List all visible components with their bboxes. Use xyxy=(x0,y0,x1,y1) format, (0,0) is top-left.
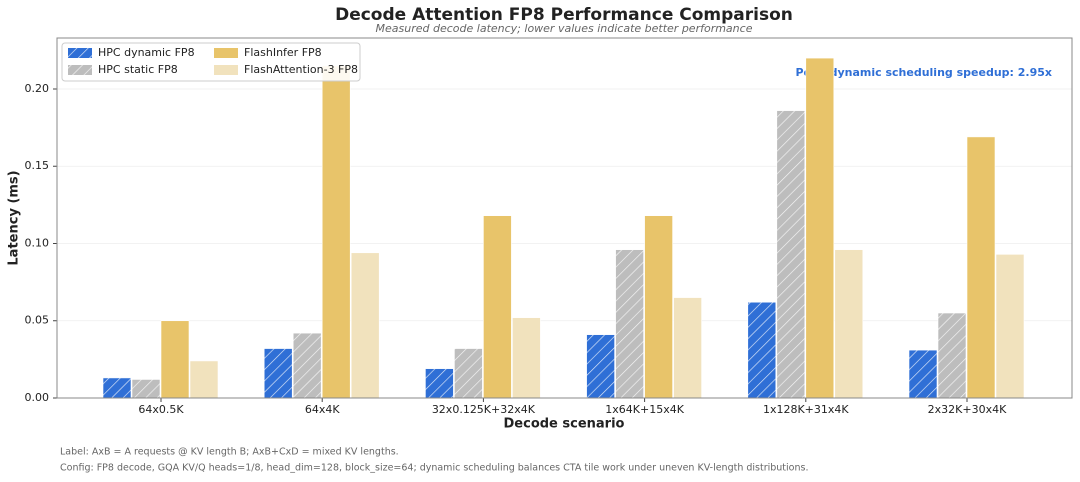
x-tick-label: 1x128K+31x4K xyxy=(763,403,849,416)
bar-hatch xyxy=(454,348,483,398)
bar xyxy=(834,249,864,399)
footnote: Config: FP8 decode, GQA KV/Q heads=1/8, … xyxy=(60,463,808,474)
bar-hatch xyxy=(293,333,322,398)
y-tick-label: 0.10 xyxy=(25,236,50,249)
bar xyxy=(160,320,190,399)
bar xyxy=(644,215,673,399)
y-tick-label: 0.15 xyxy=(25,159,50,172)
bar xyxy=(805,57,835,399)
chart-title: Decode Attention FP8 Performance Compari… xyxy=(335,5,793,25)
bar xyxy=(966,136,996,399)
y-axis-label: Latency (ms) xyxy=(7,170,22,265)
bar-hatch xyxy=(103,377,131,398)
bar-hatch xyxy=(747,302,776,398)
legend-swatch xyxy=(214,48,238,58)
legend-label: HPC static FP8 xyxy=(98,63,178,76)
plot-frame xyxy=(56,37,1073,399)
bar xyxy=(189,360,219,399)
x-tick-label: 1x64K+15x4K xyxy=(605,403,684,416)
footnote: Label: AxB = A requests @ KV length B; A… xyxy=(60,447,399,458)
legend-box xyxy=(61,42,361,82)
y-tick-label: 0.00 xyxy=(25,391,50,404)
x-axis-label: Decode scenario xyxy=(504,417,625,432)
legend-label: FlashAttention-3 FP8 xyxy=(244,63,358,76)
bar-hatch xyxy=(938,313,966,398)
bar-hatch xyxy=(586,334,615,398)
bar xyxy=(350,252,380,399)
legend-swatch xyxy=(214,65,238,75)
bar-hatch xyxy=(615,249,644,398)
legend-label: FlashInfer FP8 xyxy=(244,46,322,59)
bar-hatch xyxy=(776,110,805,398)
x-tick-label: 32x0.125K+32x4K xyxy=(432,403,536,416)
legend-swatch-hatch xyxy=(68,48,92,58)
chart-subtitle: Measured decode latency; lower values in… xyxy=(376,22,753,35)
bar xyxy=(483,215,512,399)
x-tick-label: 2x32K+30x4K xyxy=(928,403,1007,416)
y-tick-label: 0.05 xyxy=(25,314,50,327)
bar-hatch xyxy=(425,368,454,398)
bar-hatch xyxy=(909,350,937,398)
bar xyxy=(321,65,351,399)
bar xyxy=(995,254,1025,399)
bar xyxy=(673,297,702,399)
legend-swatch-hatch xyxy=(68,65,92,75)
bar-hatch xyxy=(132,379,160,398)
x-tick-label: 64x0.5K xyxy=(138,403,184,416)
annotation: Peak dynamic scheduling speedup: 2.95x xyxy=(796,66,1053,79)
x-tick-label: 64x4K xyxy=(305,403,341,416)
bar-hatch xyxy=(264,348,293,398)
legend-label: HPC dynamic FP8 xyxy=(98,46,195,59)
bar xyxy=(512,317,541,399)
y-tick-label: 0.20 xyxy=(25,82,50,95)
